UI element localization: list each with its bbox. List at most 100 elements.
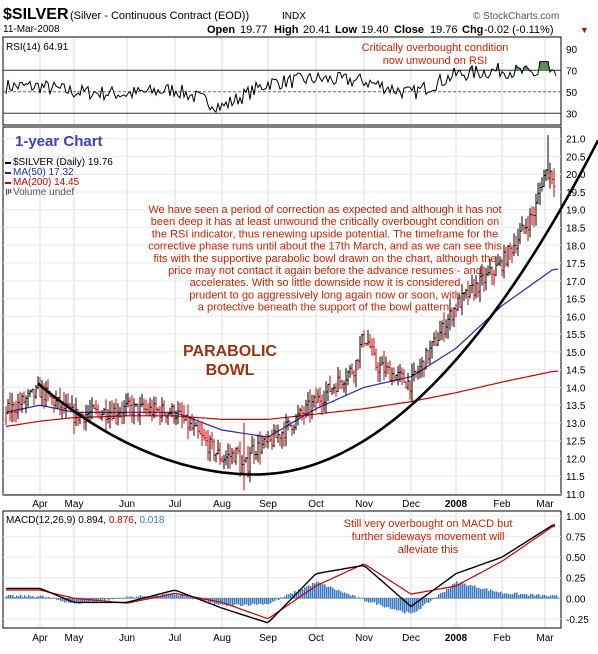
commentary-line: We have seen a period of correction as e… [148,204,501,216]
macd-histogram-bar [450,587,452,599]
macd-histogram-bar [334,589,336,599]
macd-histogram-bar [78,598,80,605]
price-tick-label: 11.0 [566,490,585,501]
macd-histogram-bar [388,598,390,608]
macd-histogram-bar [114,598,116,599]
macd-histogram-bar [140,595,142,599]
macd-histogram-bar [348,594,350,599]
macd-histogram-bar [258,598,260,604]
high-label: High [274,24,299,36]
x-axis-label: Sep [259,499,277,510]
macd-line [6,524,556,624]
macd-histogram-bar [422,598,424,606]
price-tick-label: 17.5 [566,259,586,270]
rsi-label: RSI(14) 64.91 [6,42,69,53]
macd-histogram-bar [408,598,410,613]
legend-entry: Volume undef [13,187,74,198]
macd-histogram-bar [346,593,348,599]
macd-histogram-bar [246,598,248,605]
macd-histogram-bar [426,598,428,603]
macd-histogram-bar [324,584,326,599]
macd-histogram-bar [506,593,508,599]
header: $SILVER (Silver - Continuous Contract (E… [3,6,589,36]
price-tick-label: 15.5 [566,330,586,341]
macd-histogram-bar [466,585,468,599]
price-tick-label: 13.5 [566,401,586,412]
macd-histogram-bar [74,598,76,604]
macd-histogram-bar [130,596,132,599]
macd-histogram-bar [190,596,192,599]
macd-histogram-bar [112,598,114,600]
price-tick-label: 12.5 [566,437,586,448]
x-axis-label: Mar [536,499,554,510]
rsi-annotation-line1: Critically overbought condition [362,42,509,54]
macd-histogram-bar [46,597,48,599]
x-axis-label: Aug [213,499,231,510]
macd-histogram-bar [236,598,238,605]
price-tick-label: 19.5 [566,188,586,199]
open-value: 19.77 [240,24,268,36]
chg-value: -0.02 (-0.11%) [484,24,554,36]
macd-histogram-bar [362,598,364,599]
macd-histogram-bar [416,598,418,612]
macd-histogram-bar [18,596,20,599]
macd-histogram-bar [58,598,60,601]
macd-histogram-bar [152,594,154,599]
macd-histogram-bar [10,594,12,599]
macd-histogram-bar [478,587,480,599]
macd-histogram-bar [48,597,50,599]
macd-histogram-bar [368,598,370,603]
exchange: INDX [282,11,306,22]
x-axis-labels-bottom: Apr May Jun Jul Aug Sep Oct Nov Dec 2008 Feb Mar [32,633,554,644]
rsi-tick-label: 90 [566,45,578,56]
macd-histogram-bar [352,594,354,599]
macd-histogram-bar [304,587,306,599]
macd-histogram-bar [234,598,236,605]
x-axis-label: Mar [536,633,554,644]
x-axis-label: Apr [32,499,48,510]
macd-histogram-bar [498,592,500,599]
macd-histogram-bar [376,598,378,606]
macd-histogram-bar [118,598,120,599]
price-panel: 1-year Chart $SILVER (Daily) 19.76MA(50)… [2,126,598,501]
date: 11-Mar-2008 [3,24,60,35]
x-axis-label: May [65,633,84,644]
chg-arrow-icon: ▼ [580,25,589,35]
macd-histogram-bar [394,598,396,610]
macd-histogram-bar [170,593,172,599]
macd-histogram-bar [288,594,290,599]
macd-histogram-bar [116,598,118,599]
macd-histogram-bar [398,598,400,611]
macd-histogram-bar [290,593,292,599]
rsi-tick-label: 70 [566,66,578,77]
rsi-line [5,61,557,114]
macd-histogram-bar [520,593,522,599]
price-tick-label: 20.0 [566,170,586,181]
macd-histogram-bar [356,598,358,599]
macd-panel: MACD(12,26,9) 0.894, 0.876, 0.018 Still … [2,510,589,629]
commentary-line: price may not contact it again before th… [168,265,482,277]
macd-histogram-bar [492,590,494,599]
macd-histogram-bar [414,598,416,613]
macd-histogram-bar [502,593,504,599]
macd-histogram-bar [392,598,394,609]
macd-histogram-bar [274,598,276,601]
rsi-annotation-line2: now unwound on RSI [383,55,488,67]
macd-histogram-bar [536,594,538,599]
macd-histogram-bar [514,592,516,599]
macd-histogram-bar [434,598,436,599]
macd-histogram-bar [424,598,426,604]
macd-histogram-bar [86,598,88,602]
macd-histogram-bar [354,595,356,599]
macd-histogram-bar [238,598,240,605]
macd-histogram-bar [436,597,438,599]
macd-histogram-bar [36,596,38,599]
commentary-line: a protective beneath the support of the … [198,302,452,314]
macd-histogram-bar [22,596,24,599]
macd-histogram-bar [62,598,64,602]
macd-histogram-bar [462,583,464,599]
macd-histogram-bar [464,583,466,599]
macd-histogram-bar [336,590,338,599]
macd-histogram-bar [174,594,176,599]
macd-histogram-bar [132,596,134,599]
